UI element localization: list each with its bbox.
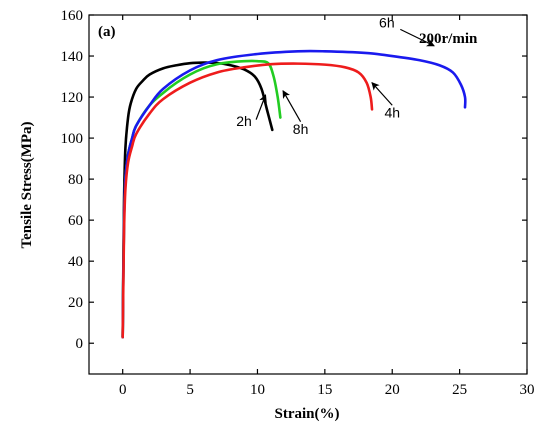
curve-arrow-4h	[371, 81, 393, 106]
curve-labels: 2h 8h 4h 6h	[236, 14, 435, 137]
curve-arrow-6h	[400, 28, 435, 47]
curve-arrow-8h	[282, 90, 302, 122]
x-tick-label: 20	[385, 382, 400, 398]
axis-ticks: 0 5 10 15 20 25 30 0 20 40 60 80 100 120 140 160	[61, 8, 535, 398]
curve-label-4h: 4h	[384, 105, 400, 121]
plot-frame	[88, 14, 528, 375]
y-tick-label: 0	[76, 336, 84, 352]
panel-label: (a)	[98, 24, 116, 40]
x-tick-label: 25	[452, 382, 467, 398]
x-tick-label: 5	[186, 382, 194, 398]
x-tick-label: 30	[520, 382, 535, 398]
x-axis-title: Strain(%)	[275, 406, 340, 422]
x-tick-label: 10	[250, 382, 265, 398]
y-tick-label: 80	[68, 172, 83, 188]
curve-label-2h: 2h	[236, 113, 252, 129]
curve-label-8h: 8h	[293, 121, 309, 137]
series-line-4h	[121, 62, 374, 339]
x-tick-label: 0	[119, 382, 127, 398]
y-axis-title: Tensile Stress(MPa)	[19, 121, 35, 248]
curve-arrow-2h	[255, 94, 267, 120]
series-line-6h	[121, 49, 467, 339]
y-tick-label: 60	[68, 213, 83, 229]
series-line-2h	[121, 61, 274, 339]
series-line-8h	[121, 59, 282, 339]
y-tick-label: 120	[61, 90, 84, 106]
speed-annotation: 200r/min	[419, 31, 478, 47]
series-lines	[121, 49, 467, 339]
y-tick-label: 160	[61, 8, 84, 24]
y-tick-label: 100	[61, 131, 84, 147]
y-tick-label: 40	[68, 254, 83, 270]
x-tick-label: 15	[317, 382, 332, 398]
y-tick-label: 20	[68, 295, 83, 311]
curve-label-6h: 6h	[379, 14, 395, 30]
y-tick-label: 140	[61, 49, 84, 65]
